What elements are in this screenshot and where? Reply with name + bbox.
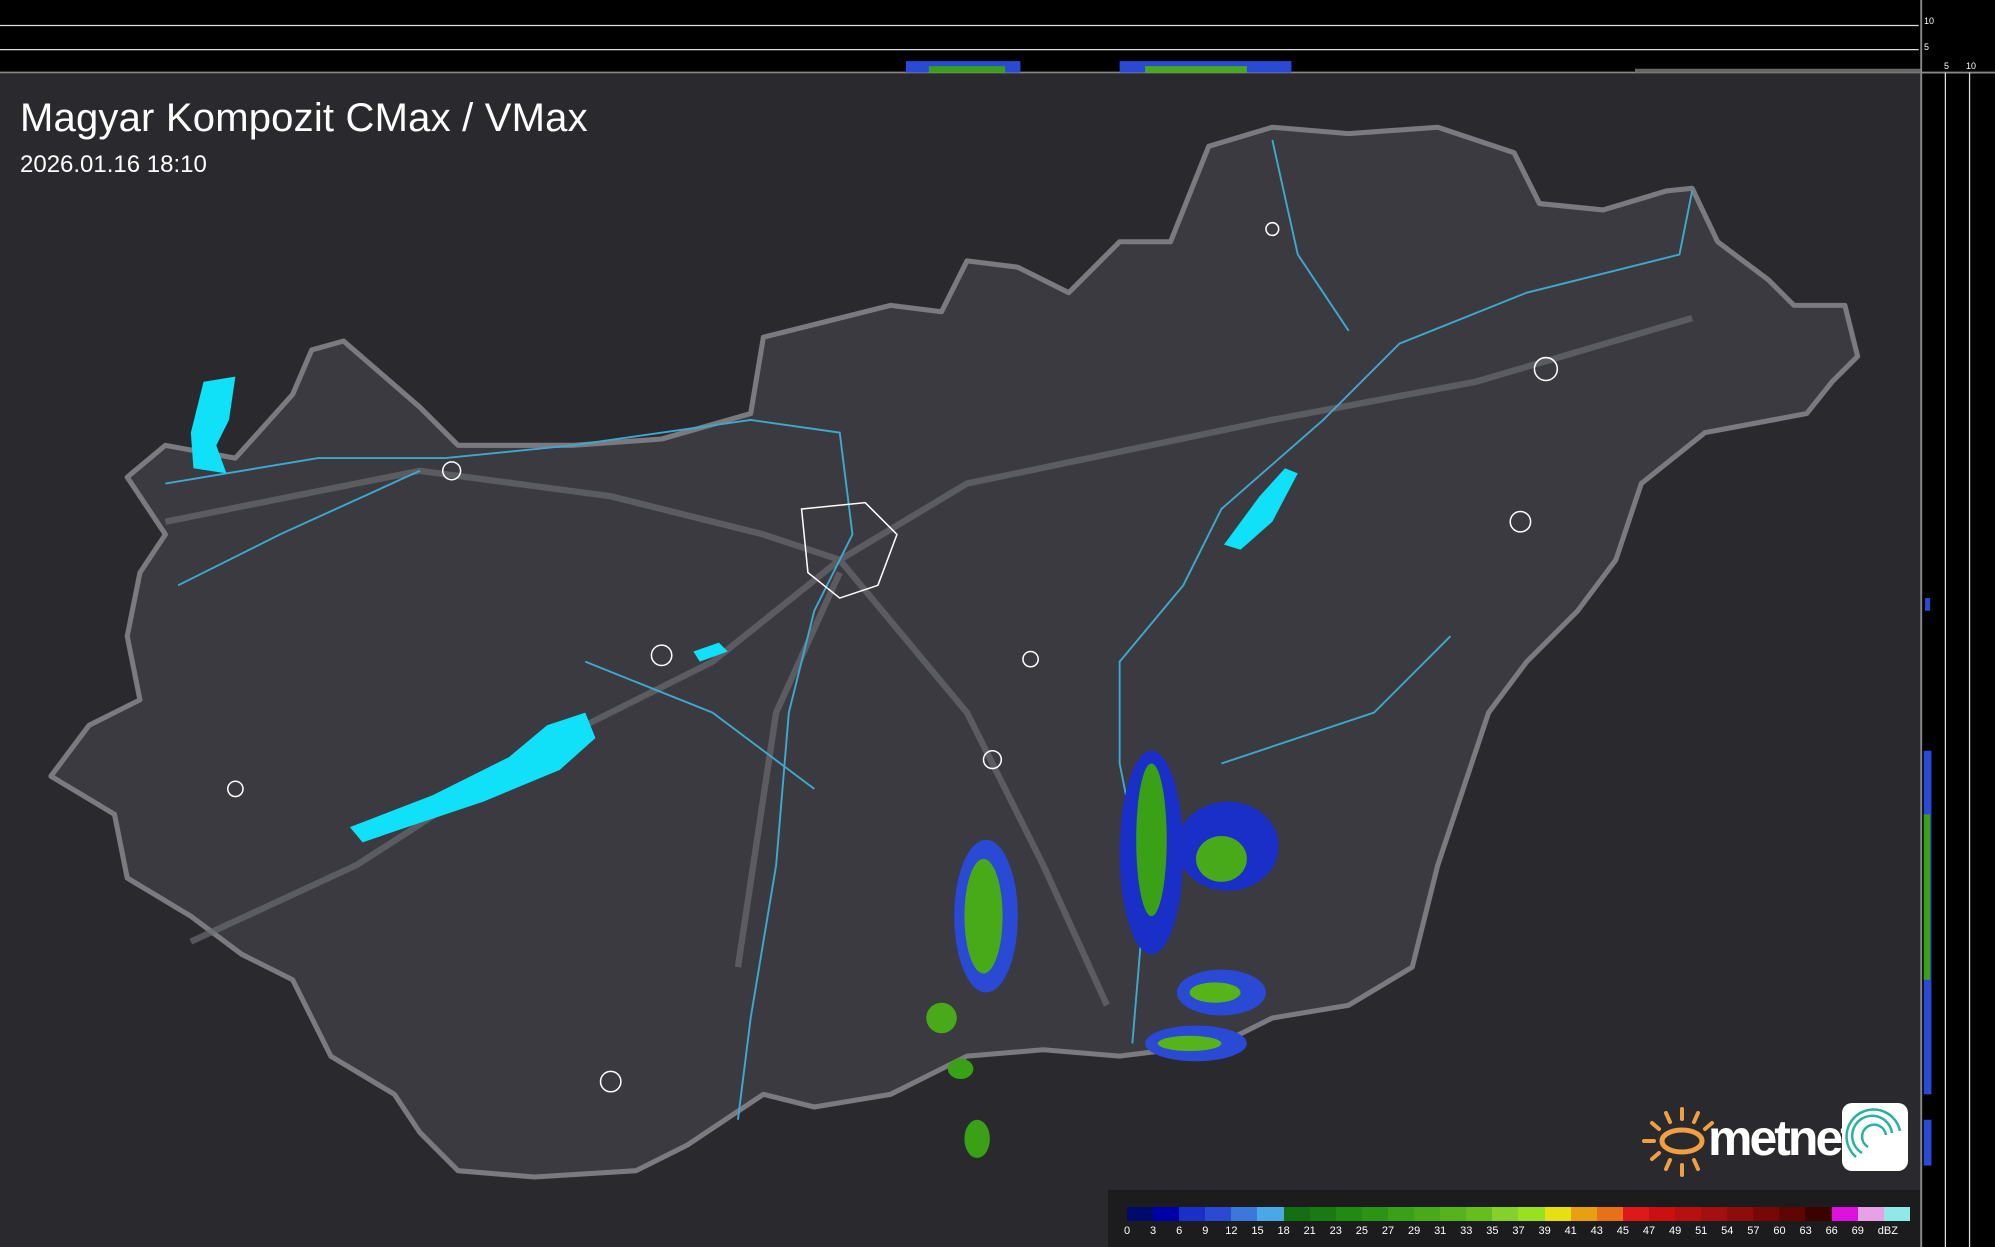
color-scale-label: 25 — [1355, 1225, 1369, 1237]
map-title: Magyar Kompozit CMax / VMax — [20, 96, 588, 140]
color-scale-label: 18 — [1277, 1225, 1290, 1237]
color-scale-cell — [1466, 1207, 1493, 1221]
sun-icon — [1642, 1107, 1714, 1177]
radar-echoes — [926, 750, 1279, 1158]
metnet-logo: metnet — [1638, 1103, 1908, 1177]
color-scale-cell — [1361, 1207, 1388, 1221]
lake-velence — [693, 642, 728, 662]
color-scale-legend: 0 3 6 9 12 15 18 21 23 25 27 29 31 33 35 37 39 41 43 45 47 49… — [1108, 1190, 1920, 1247]
lake-ferto — [190, 376, 236, 474]
color-scale-label: 51 — [1695, 1225, 1708, 1237]
color-scale-cell — [1309, 1207, 1336, 1221]
color-scale-label: 15 — [1251, 1225, 1264, 1237]
profile-axis-label: 10 — [1966, 61, 1977, 71]
color-scale-cell — [1883, 1207, 1910, 1221]
color-scale-label: 29 — [1407, 1225, 1421, 1237]
color-scale-cell — [1283, 1207, 1310, 1221]
color-scale-cell — [1701, 1207, 1728, 1221]
color-scale-cell — [1570, 1207, 1597, 1221]
color-scale-label: 69 — [1851, 1225, 1864, 1237]
color-scale-cell — [1544, 1207, 1571, 1221]
color-scale-label: 27 — [1381, 1225, 1395, 1237]
color-scale-cell — [1387, 1207, 1415, 1221]
color-scale-cell — [1492, 1207, 1519, 1221]
color-scale-cell — [1727, 1207, 1754, 1221]
color-scale-label: 63 — [1799, 1225, 1812, 1237]
color-scale-cell — [1857, 1207, 1884, 1221]
color-scale-label: 45 — [1616, 1225, 1630, 1237]
color-scale-label: 54 — [1721, 1225, 1734, 1237]
color-scale-cell — [1179, 1207, 1206, 1221]
color-scale-cell — [1440, 1207, 1467, 1221]
color-scale-label: 35 — [1486, 1225, 1499, 1237]
map-timestamp: 2026.01.16 18:10 — [20, 151, 207, 178]
color-scale-label: 41 — [1564, 1225, 1577, 1237]
color-scale-label: 39 — [1538, 1225, 1551, 1237]
color-scale-cell — [1805, 1207, 1832, 1221]
color-scale-label: 43 — [1590, 1225, 1603, 1237]
color-scale-bar — [1127, 1207, 1910, 1221]
color-scale-label: 21 — [1303, 1225, 1316, 1237]
color-scale-label: 23 — [1329, 1225, 1342, 1237]
color-scale-cell — [1674, 1207, 1702, 1221]
profile-axis-label: 10 — [1924, 16, 1935, 26]
color-scale-cell — [1205, 1207, 1232, 1221]
color-scale-cell — [1518, 1207, 1545, 1221]
right-profile-panel — [1921, 0, 1995, 1247]
city-outlines — [226, 221, 1559, 1093]
color-scale-cell — [1779, 1207, 1806, 1221]
color-scale-label: 37 — [1512, 1225, 1525, 1237]
profile-axis-label: 5 — [1944, 61, 1950, 71]
color-scale-cell — [1648, 1207, 1675, 1221]
color-scale-label: 49 — [1668, 1225, 1682, 1237]
color-scale-label: 66 — [1825, 1225, 1838, 1237]
color-scale-cell — [1596, 1207, 1623, 1221]
radar-swirl-icon — [1842, 1103, 1908, 1171]
color-scale-cell — [1335, 1207, 1362, 1221]
lakes — [190, 376, 1298, 843]
color-scale-label: 9 — [1202, 1225, 1209, 1237]
profile-axis-label: 5 — [1924, 42, 1930, 52]
color-scale-cell — [1153, 1207, 1180, 1221]
color-scale-label: 12 — [1225, 1225, 1238, 1237]
color-scale-unit: dBZ — [1877, 1225, 1898, 1237]
color-scale-label: 31 — [1434, 1225, 1447, 1237]
color-scale-label: 3 — [1150, 1225, 1157, 1237]
color-scale-label: 33 — [1460, 1225, 1473, 1237]
color-scale-label: 6 — [1176, 1225, 1183, 1237]
color-scale-cell — [1257, 1207, 1284, 1221]
color-scale-label: 60 — [1773, 1225, 1786, 1237]
brand-name: metnet — [1708, 1110, 1857, 1166]
hungary-country — [48, 124, 1861, 1180]
color-scale-label: 0 — [1123, 1225, 1131, 1237]
color-scale-label: 57 — [1747, 1225, 1760, 1237]
color-scale-cell — [1127, 1207, 1154, 1221]
lake-tisza — [1223, 468, 1298, 550]
color-scale-label: 47 — [1642, 1225, 1656, 1237]
lake-balaton — [349, 712, 596, 843]
color-scale-cell — [1622, 1207, 1649, 1221]
color-scale-cell — [1231, 1207, 1258, 1221]
color-scale-cell — [1831, 1207, 1858, 1221]
color-scale-cell — [1414, 1207, 1441, 1221]
color-scale-cell — [1753, 1207, 1780, 1221]
